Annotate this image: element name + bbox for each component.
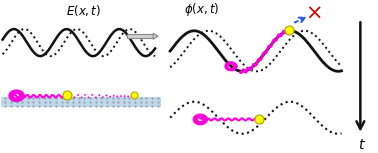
- Polygon shape: [153, 33, 158, 39]
- Text: $\times$: $\times$: [305, 2, 322, 22]
- Text: $\phi(x,t)$: $\phi(x,t)$: [184, 1, 220, 18]
- Text: $E(x,t)$: $E(x,t)$: [66, 3, 101, 18]
- Bar: [1, 97, 161, 107]
- Text: $t$: $t$: [358, 138, 366, 152]
- Bar: [127, 34, 154, 38]
